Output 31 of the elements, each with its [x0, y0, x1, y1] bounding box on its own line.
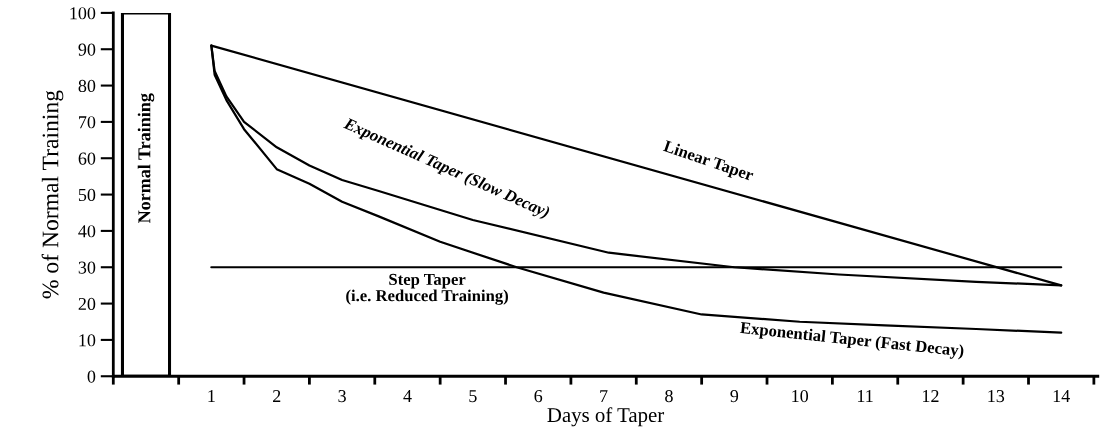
- x-tick-label: 2: [273, 390, 281, 402]
- x-tick-label: 5: [469, 390, 477, 403]
- y-tick-label: 0: [87, 370, 96, 383]
- x-tick-label: 14: [1053, 390, 1070, 402]
- y-tick-label: 60: [78, 152, 96, 165]
- annotation: Normal Training: [137, 93, 155, 224]
- x-tick-label: 3: [338, 390, 346, 403]
- y-tick-label: 30: [78, 261, 96, 274]
- text: Linear Taper: [661, 139, 755, 185]
- y-tick-label: 20: [78, 297, 96, 311]
- y-tick-label: 70: [79, 116, 96, 129]
- y-tick-label: 40: [78, 225, 96, 238]
- x-tick-label: 4: [403, 390, 412, 402]
- x-tick-label: 7: [600, 390, 608, 402]
- x-tick-label: 12: [923, 390, 939, 402]
- y-tick-label: 100: [70, 7, 96, 20]
- x-tick-label: 13: [988, 390, 1005, 403]
- y-axis-title: % of Normal Training: [41, 90, 64, 299]
- x-tick-label: 8: [665, 389, 673, 403]
- x-tick-label: 10: [792, 389, 809, 403]
- text: Exponential Taper (Fast Decay): [739, 321, 965, 360]
- y-tick-label: 80: [78, 79, 96, 93]
- x-tick-label: 1: [208, 390, 215, 402]
- y-tick-label: 10: [79, 334, 96, 347]
- x-tick-label: 6: [534, 390, 543, 403]
- y-tick-label: 90: [78, 43, 96, 56]
- series-label: Step Taper (i.e. Reduced Training): [346, 273, 508, 305]
- x-tick-label: 9: [730, 390, 739, 403]
- x-axis-title: Days of Taper: [547, 407, 665, 427]
- x-tick-label: 11: [857, 390, 873, 402]
- y-tick-label: 50: [78, 188, 96, 202]
